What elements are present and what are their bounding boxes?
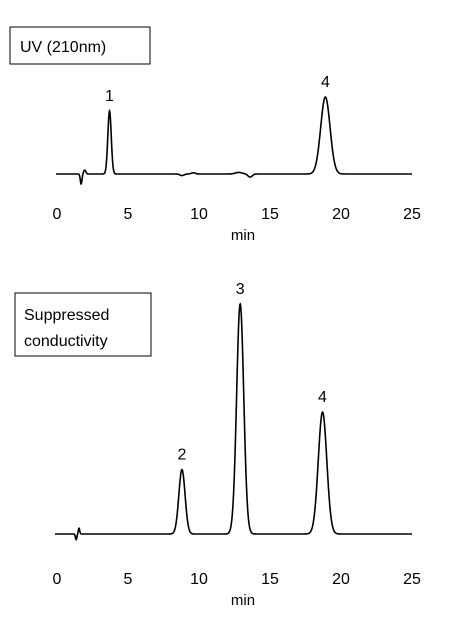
uv-x-tick-label-20: 20: [332, 206, 350, 223]
cd-peak-label-4: 4: [318, 389, 327, 406]
uv-trace-line: [56, 96, 412, 185]
uv-label-box: [9, 26, 151, 65]
uv-x-tick-label-5: 5: [124, 206, 133, 223]
cd-x-tick-label-0: 0: [53, 571, 62, 588]
cd-x-tick-label-5: 5: [124, 571, 133, 588]
conductivity-panel: Suppressed conductivity 2 3 4 0 5 10 15 20 25 m…: [14, 281, 421, 609]
uv-x-axis-title: min: [231, 227, 255, 244]
uv-peak-label-1: 1: [105, 88, 114, 105]
uv-peak-labels: 14: [105, 74, 330, 105]
conductivity-label-line-2: conductivity: [24, 333, 108, 350]
cd-x-tick-label-10: 10: [190, 571, 208, 588]
cd-x-tick-label-20: 20: [332, 571, 350, 588]
uv-x-tick-label-25: 25: [403, 206, 421, 223]
uv-x-tick-label-15: 15: [261, 206, 279, 223]
cd-peak-label-2: 2: [178, 447, 187, 464]
uv-detector-label: UV (210nm): [20, 39, 106, 56]
conductivity-x-axis-title: min: [231, 592, 255, 609]
conductivity-label-box: [14, 292, 152, 357]
uv-x-tick-label-0: 0: [53, 206, 62, 223]
uv-x-tick-label-10: 10: [190, 206, 208, 223]
cd-peak-label-3: 3: [236, 281, 245, 298]
conductivity-x-tick-labels: 0 5 10 15 20 25: [53, 571, 421, 588]
conductivity-trace-line: [55, 302, 412, 541]
uv-peak-label-4: 4: [321, 74, 330, 91]
uv-x-tick-labels: 0 5 10 15 20 25: [53, 206, 421, 223]
cd-x-tick-label-25: 25: [403, 571, 421, 588]
conductivity-peak-labels: 2 3 4: [178, 281, 328, 464]
uv-panel: UV (210nm) 14 0 5 10 15 20 25 min: [9, 26, 421, 244]
cd-x-tick-label-15: 15: [261, 571, 279, 588]
conductivity-label-line-1: Suppressed: [24, 307, 109, 324]
